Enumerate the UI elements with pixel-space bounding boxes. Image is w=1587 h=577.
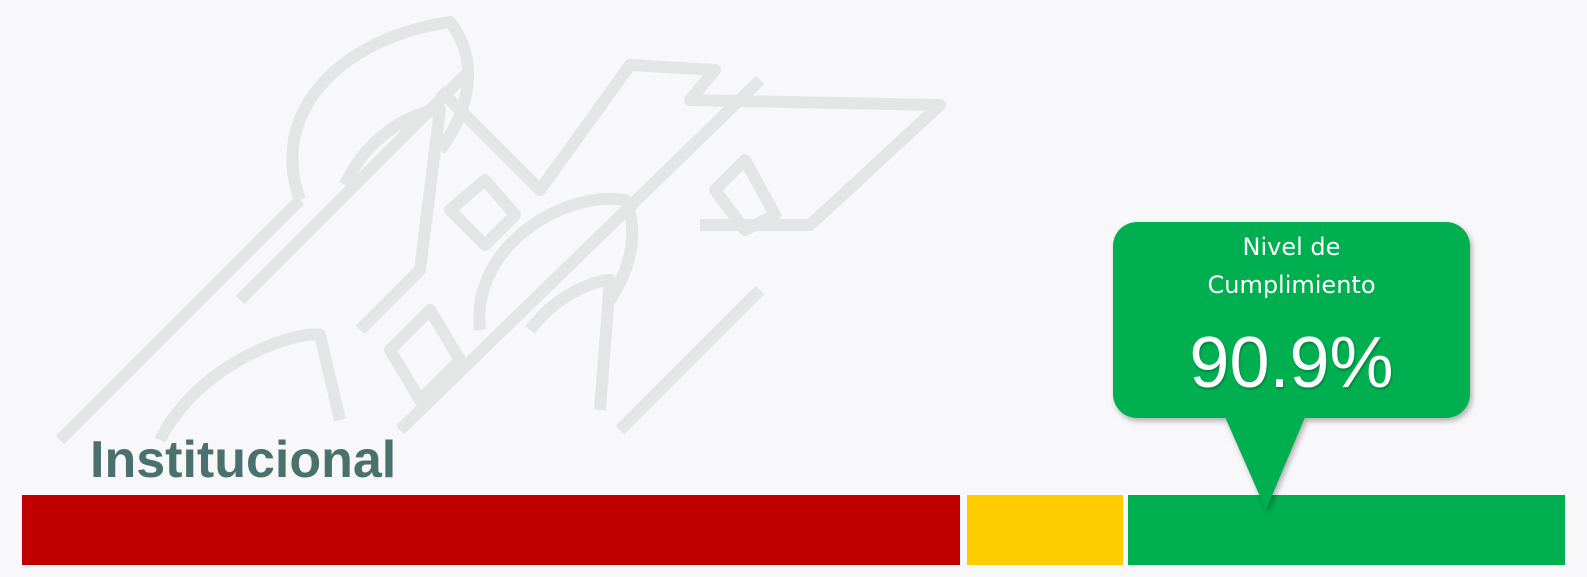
watermark (60, 22, 940, 440)
indicator-label: Nivel de Cumplimiento (1113, 228, 1470, 304)
indicator-value: 90.9% (1113, 322, 1470, 404)
green-band (1128, 495, 1565, 565)
yellow-band (967, 495, 1123, 565)
red-band (22, 495, 960, 565)
indicator-label-text: Nivel de Cumplimiento (1192, 228, 1392, 304)
title: Institucional (90, 430, 396, 490)
page: {"title": "Institucional", "indicator": … (0, 0, 1587, 577)
